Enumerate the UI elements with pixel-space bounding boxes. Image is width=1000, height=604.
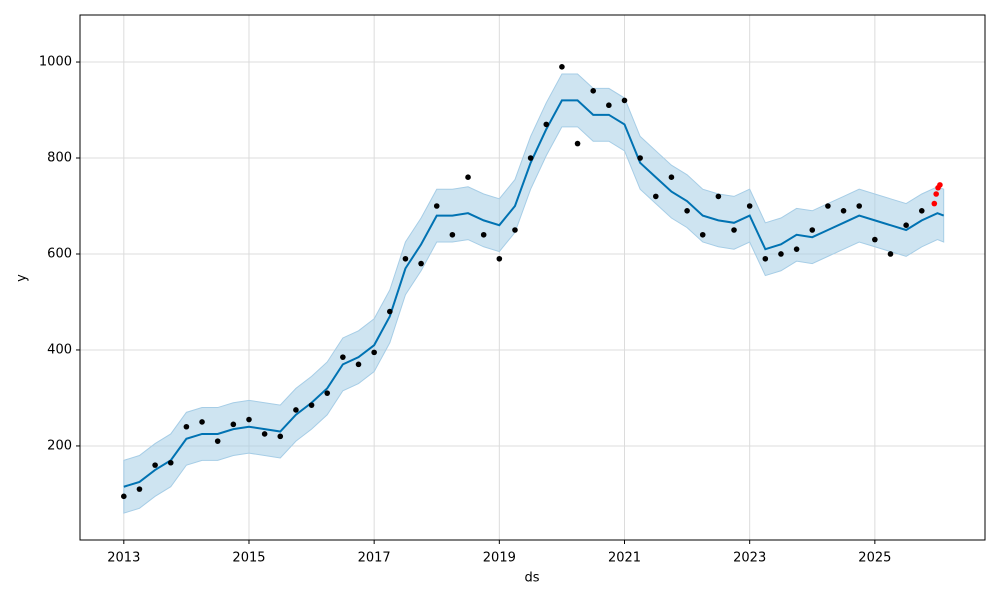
data-point [606,102,612,109]
x-tick-label: 2019 [483,551,516,566]
data-point [621,97,628,104]
y-tick-label: 400 [47,342,72,357]
y-axis-label: y [15,274,30,282]
data-point [840,207,847,214]
data-point [261,431,268,437]
data-point [574,140,581,147]
data-point [856,203,863,209]
data-point [559,64,565,70]
data-point [136,486,143,492]
x-tick-label: 2021 [608,551,641,566]
plot-frame [79,14,986,541]
data-point [355,361,362,368]
data-point [433,203,440,209]
data-point [293,407,299,413]
data-point [652,193,659,200]
data-point [199,419,205,425]
data-point [762,255,769,262]
data-point [699,231,706,238]
data-point [543,121,550,128]
data-point [731,227,737,233]
data-point [465,174,471,181]
data-point [324,390,331,396]
x-axis-label: ds [524,571,539,586]
data-point [121,493,127,500]
y-tick-label: 1000 [39,55,72,70]
data-point [402,255,409,262]
data-point [449,231,456,238]
x-tick-label: 2023 [733,551,766,566]
data-point [778,251,784,257]
data-point [715,193,722,200]
data-point [371,349,377,356]
data-point [496,255,503,262]
data-point [214,438,221,444]
y-tick-label: 800 [47,151,72,166]
data-point [746,203,753,209]
uncertainty-band [123,73,945,514]
data-point [933,191,939,197]
x-tick-label: 2017 [358,551,391,566]
data-point [340,354,346,360]
data-point [793,246,800,252]
data-point [152,462,158,468]
x-tick-label: 2013 [107,551,140,566]
y-tick-label: 200 [47,438,72,453]
data-point [277,433,284,440]
data-point [183,423,190,430]
data-point [872,236,878,243]
data-point [590,88,597,94]
data-point [809,227,816,233]
forecast-line [123,99,945,488]
data-point [931,200,938,207]
x-tick-label: 2015 [232,551,265,566]
data-point [637,155,643,161]
data-point [308,402,315,408]
data-point [684,207,690,214]
data-point [887,251,894,257]
data-point [480,231,487,238]
x-tick-label: 2025 [858,551,891,566]
data-point [937,182,943,188]
data-point [668,174,675,181]
data-point [825,203,831,209]
data-point [527,155,534,161]
data-point [512,227,518,233]
data-point [167,459,174,466]
data-point [418,260,424,267]
data-point [230,421,237,428]
data-point [903,222,909,228]
y-tick-label: 600 [47,246,72,261]
data-point [387,308,393,315]
data-point [246,416,252,423]
data-point [918,207,925,214]
